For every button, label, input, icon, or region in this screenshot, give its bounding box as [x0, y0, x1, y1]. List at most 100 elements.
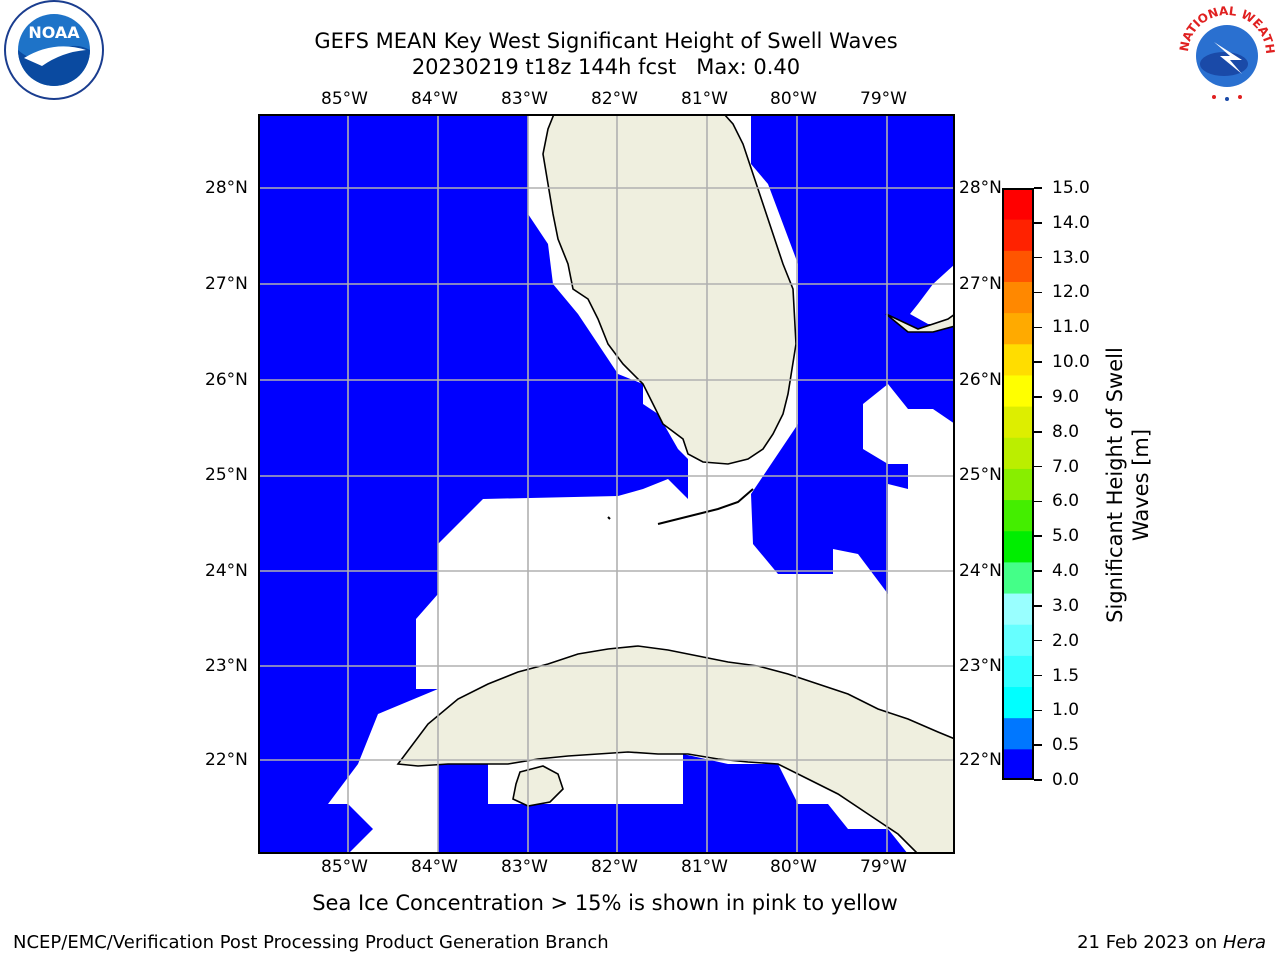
colorbar-tick-label: 3.0 [1052, 595, 1080, 616]
colorbar-segment [1002, 655, 1034, 688]
lon-label-top: 81°W [681, 89, 728, 109]
colorbar-tick-mark [1034, 361, 1042, 363]
colorbar-segment [1002, 281, 1034, 314]
colorbar-tick-label: 10.0 [1052, 352, 1090, 373]
lat-label-left: 24°N [205, 561, 248, 581]
footer-host: Hera [1222, 932, 1266, 953]
colorbar-segment [1002, 374, 1034, 407]
colorbar-segment [1002, 593, 1034, 625]
colorbar-tick-label: 11.0 [1052, 317, 1090, 338]
colorbar-tick-mark [1034, 465, 1042, 468]
lon-label-top: 83°W [501, 89, 548, 109]
lon-label-bottom: 85°W [321, 857, 368, 877]
lat-label-left: 22°N [205, 750, 248, 770]
colorbar-tick-mark [1034, 779, 1042, 781]
colorbar-segment [1002, 561, 1034, 594]
colorbar [1002, 188, 1034, 781]
noaa-logo-icon: NOAA [2, 0, 106, 104]
lat-label-left: 28°N [205, 178, 248, 198]
map-panel [258, 113, 956, 855]
lat-label-right: 22°N [959, 750, 1002, 770]
chart-subtitle: 20230219 t18z 144h fcst Max: 0.40 [411, 55, 801, 79]
colorbar-tick-mark [1034, 187, 1042, 189]
colorbar-tick-label: 8.0 [1052, 421, 1080, 442]
colorbar-label: Significant Height of Swell Waves [m] [1103, 347, 1153, 623]
lon-label-top: 79°W [860, 89, 907, 109]
colorbar-tick-mark [1034, 222, 1042, 224]
lon-label-bottom: 84°W [411, 857, 458, 877]
footer-credit: NCEP/EMC/Verification Post Processing Pr… [13, 932, 609, 953]
lon-label-top: 80°W [770, 89, 817, 109]
colorbar-segment [1002, 406, 1034, 438]
colorbar-tick-label: 2.0 [1052, 630, 1080, 651]
lat-label-left: 27°N [205, 274, 248, 294]
colorbar-tick-mark [1034, 396, 1042, 398]
footer-date: 21 Feb 2023 on Hera [1077, 932, 1266, 953]
colorbar-segment [1002, 219, 1034, 251]
colorbar-tick-label: 1.5 [1052, 665, 1080, 686]
colorbar-tick-mark [1034, 674, 1042, 677]
sea-ice-note: Sea Ice Concentration > 15% is shown in … [312, 891, 898, 915]
colorbar-tick-label: 5.0 [1052, 526, 1080, 547]
lat-label-right: 24°N [959, 561, 1002, 581]
lat-label-left: 23°N [205, 656, 248, 676]
lat-label-left: 25°N [205, 465, 248, 485]
colorbar-tick-label: 6.0 [1052, 491, 1080, 512]
lon-label-bottom: 81°W [681, 857, 728, 877]
lon-label-bottom: 80°W [770, 857, 817, 877]
lat-label-right: 23°N [959, 656, 1002, 676]
colorbar-tick-mark [1034, 535, 1042, 537]
colorbar-tick-label: 13.0 [1052, 247, 1090, 268]
colorbar-tick-mark [1034, 326, 1042, 329]
colorbar-segment [1002, 188, 1034, 220]
colorbar-tick-label: 12.0 [1052, 282, 1090, 303]
lat-label-right: 26°N [959, 370, 1002, 390]
lat-label-right: 28°N [959, 178, 1002, 198]
colorbar-tick-mark [1034, 291, 1042, 294]
lon-label-top: 82°W [591, 89, 638, 109]
colorbar-segment [1002, 437, 1034, 469]
footer-date-text: 21 Feb 2023 on [1077, 932, 1223, 953]
colorbar-segment [1002, 686, 1034, 719]
colorbar-segment [1002, 717, 1034, 750]
land [396, 113, 956, 855]
lat-label-right: 25°N [959, 465, 1002, 485]
colorbar-ticks: 0.0 0.5 1.0 1.5 2.0 3.0 4.0 5.0 6.0 7.0 8.0 9.0 10.0… [1034, 0, 1124, 960]
wave-field [258, 114, 955, 854]
colorbar-tick-label: 7.0 [1052, 456, 1080, 477]
colorbar-segment [1002, 250, 1034, 282]
colorbar-segment [1002, 748, 1034, 781]
lat-label-left: 26°N [205, 370, 248, 390]
colorbar-tick-label: 0.5 [1052, 735, 1080, 756]
colorbar-segment [1002, 499, 1034, 532]
colorbar-tick-mark [1034, 709, 1042, 712]
colorbar-tick-mark [1034, 605, 1042, 607]
graticule [258, 114, 955, 854]
colorbar-tick-mark [1034, 639, 1042, 642]
colorbar-tick-label: 0.0 [1052, 770, 1080, 790]
colorbar-tick-mark [1034, 500, 1042, 503]
colorbar-segment [1002, 530, 1034, 563]
colorbar-segment [1002, 343, 1034, 376]
colorbar-tick-mark [1034, 744, 1042, 746]
lat-label-right: 27°N [959, 274, 1002, 294]
colorbar-segment [1002, 624, 1034, 656]
colorbar-segment [1002, 312, 1034, 345]
lon-label-top: 85°W [321, 89, 368, 109]
chart-title: GEFS MEAN Key West Significant Height of… [314, 29, 898, 53]
colorbar-tick-label: 1.0 [1052, 700, 1080, 721]
colorbar-tick-mark [1034, 431, 1042, 433]
colorbar-tick-label: 14.0 [1052, 212, 1090, 233]
colorbar-tick-label: 4.0 [1052, 561, 1080, 582]
lon-label-bottom: 83°W [501, 857, 548, 877]
colorbar-tick-label: 15.0 [1052, 178, 1090, 198]
svg-text:NOAA: NOAA [28, 23, 80, 42]
colorbar-tick-mark [1034, 570, 1042, 572]
nws-logo-icon: NATIONAL WEATHER SERVICE [1169, 0, 1280, 106]
colorbar-segment [1002, 468, 1034, 501]
lon-label-top: 84°W [411, 89, 458, 109]
colorbar-tick-mark [1034, 256, 1042, 259]
florida-keys [657, 488, 754, 525]
lon-label-bottom: 82°W [591, 857, 638, 877]
lon-label-bottom: 79°W [860, 857, 907, 877]
